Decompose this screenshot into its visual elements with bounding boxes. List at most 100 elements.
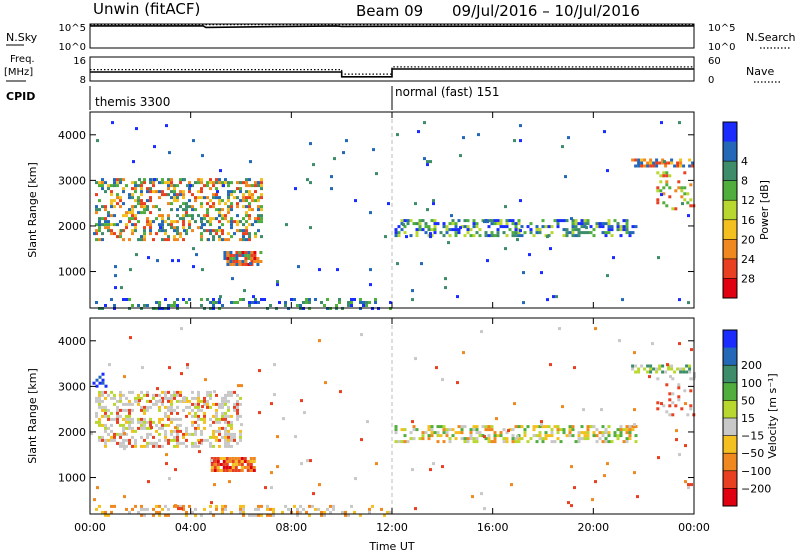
range-cell [679,161,683,165]
range-cell [221,217,224,221]
range-cell [176,438,179,442]
range-cell [98,229,101,233]
range-cell [625,428,629,432]
range-cell [296,507,299,511]
range-cell [562,228,566,232]
range-cell [188,205,191,209]
range-cell [679,370,683,374]
range-cell [544,425,548,429]
range-cell [469,437,473,441]
range-cell [131,217,134,221]
range-cell [221,507,224,511]
range-cell [240,469,244,472]
range-cell [182,435,185,439]
range-cell [155,423,158,427]
range-cell [194,507,197,511]
range-cell [278,301,281,304]
range-cell [233,390,236,394]
range-cell [242,217,245,221]
cpid-segment-2: normal (fast) 151 [395,85,499,99]
range-cell [221,214,224,218]
range-cell [98,423,101,427]
range-cell [146,420,149,424]
range-cell [206,229,209,233]
range-cell [188,181,191,185]
range-cell [574,222,578,226]
range-cell [173,304,176,307]
range-cell [143,208,146,212]
range-cell [165,462,168,466]
range-cell [228,469,232,472]
range-cell [227,181,230,185]
range-cell [185,444,188,448]
range-cell [155,504,158,508]
range-cell [176,411,179,415]
range-cell [227,205,230,209]
range-cell [201,405,204,409]
range-cell [300,399,303,403]
range-cell [219,469,223,472]
range-cell [254,217,257,221]
range-cell [231,457,235,460]
range-cell [185,438,188,442]
range-cell [472,425,476,429]
range-cell [146,426,149,430]
range-cell [125,417,128,421]
range-cell [249,463,253,466]
range-cell [167,187,170,191]
range-cell [212,205,215,209]
range-cell [128,417,131,421]
range-cell [656,407,660,411]
range-cell [147,480,150,484]
series-line-1 [90,25,695,29]
range-cell [155,402,158,406]
range-cell [227,429,230,433]
range-cell [384,235,387,239]
range-cell [625,425,629,429]
range-cell [185,301,188,304]
range-cell [544,431,548,435]
range-cell [532,428,536,432]
range-cell [185,214,188,218]
range-cell [98,438,101,442]
range-cell [140,235,143,239]
range-cell [152,444,155,448]
range-cell [212,193,215,197]
range-cell [475,431,479,435]
range-cell [134,187,137,191]
range-cell [631,231,635,235]
range-cell [235,257,239,260]
range-cell [249,469,253,472]
range-cell [688,364,692,368]
freq-panel: Freq. [MHz] 16 8 60 0 Nave [4,54,780,86]
range-cell [161,238,164,242]
range-cell [101,408,104,412]
range-cell [676,161,680,165]
range-cell [682,367,686,371]
range-cell [131,390,134,394]
range-cell [182,226,185,230]
range-cell [484,425,488,429]
colorbar-tick-label: 28 [741,272,755,285]
range-cell [164,181,167,185]
range-cell [472,219,476,223]
range-cell [236,181,239,185]
range-cell [360,438,363,442]
range-cell [606,462,609,466]
colorbar-swatch [723,453,737,472]
range-cell [565,228,569,232]
range-cell [110,435,113,439]
range-cell [460,437,464,441]
range-cell [553,440,557,444]
range-cell [412,222,416,226]
range-cell [368,507,371,511]
range-cell [426,160,429,164]
range-cell [236,202,239,206]
range-cell [200,178,203,182]
range-cell [592,228,596,232]
range-cell [365,304,368,307]
range-cell [110,417,113,421]
range-cell [656,186,660,190]
range-cell [229,263,233,266]
range-cell [134,229,137,233]
